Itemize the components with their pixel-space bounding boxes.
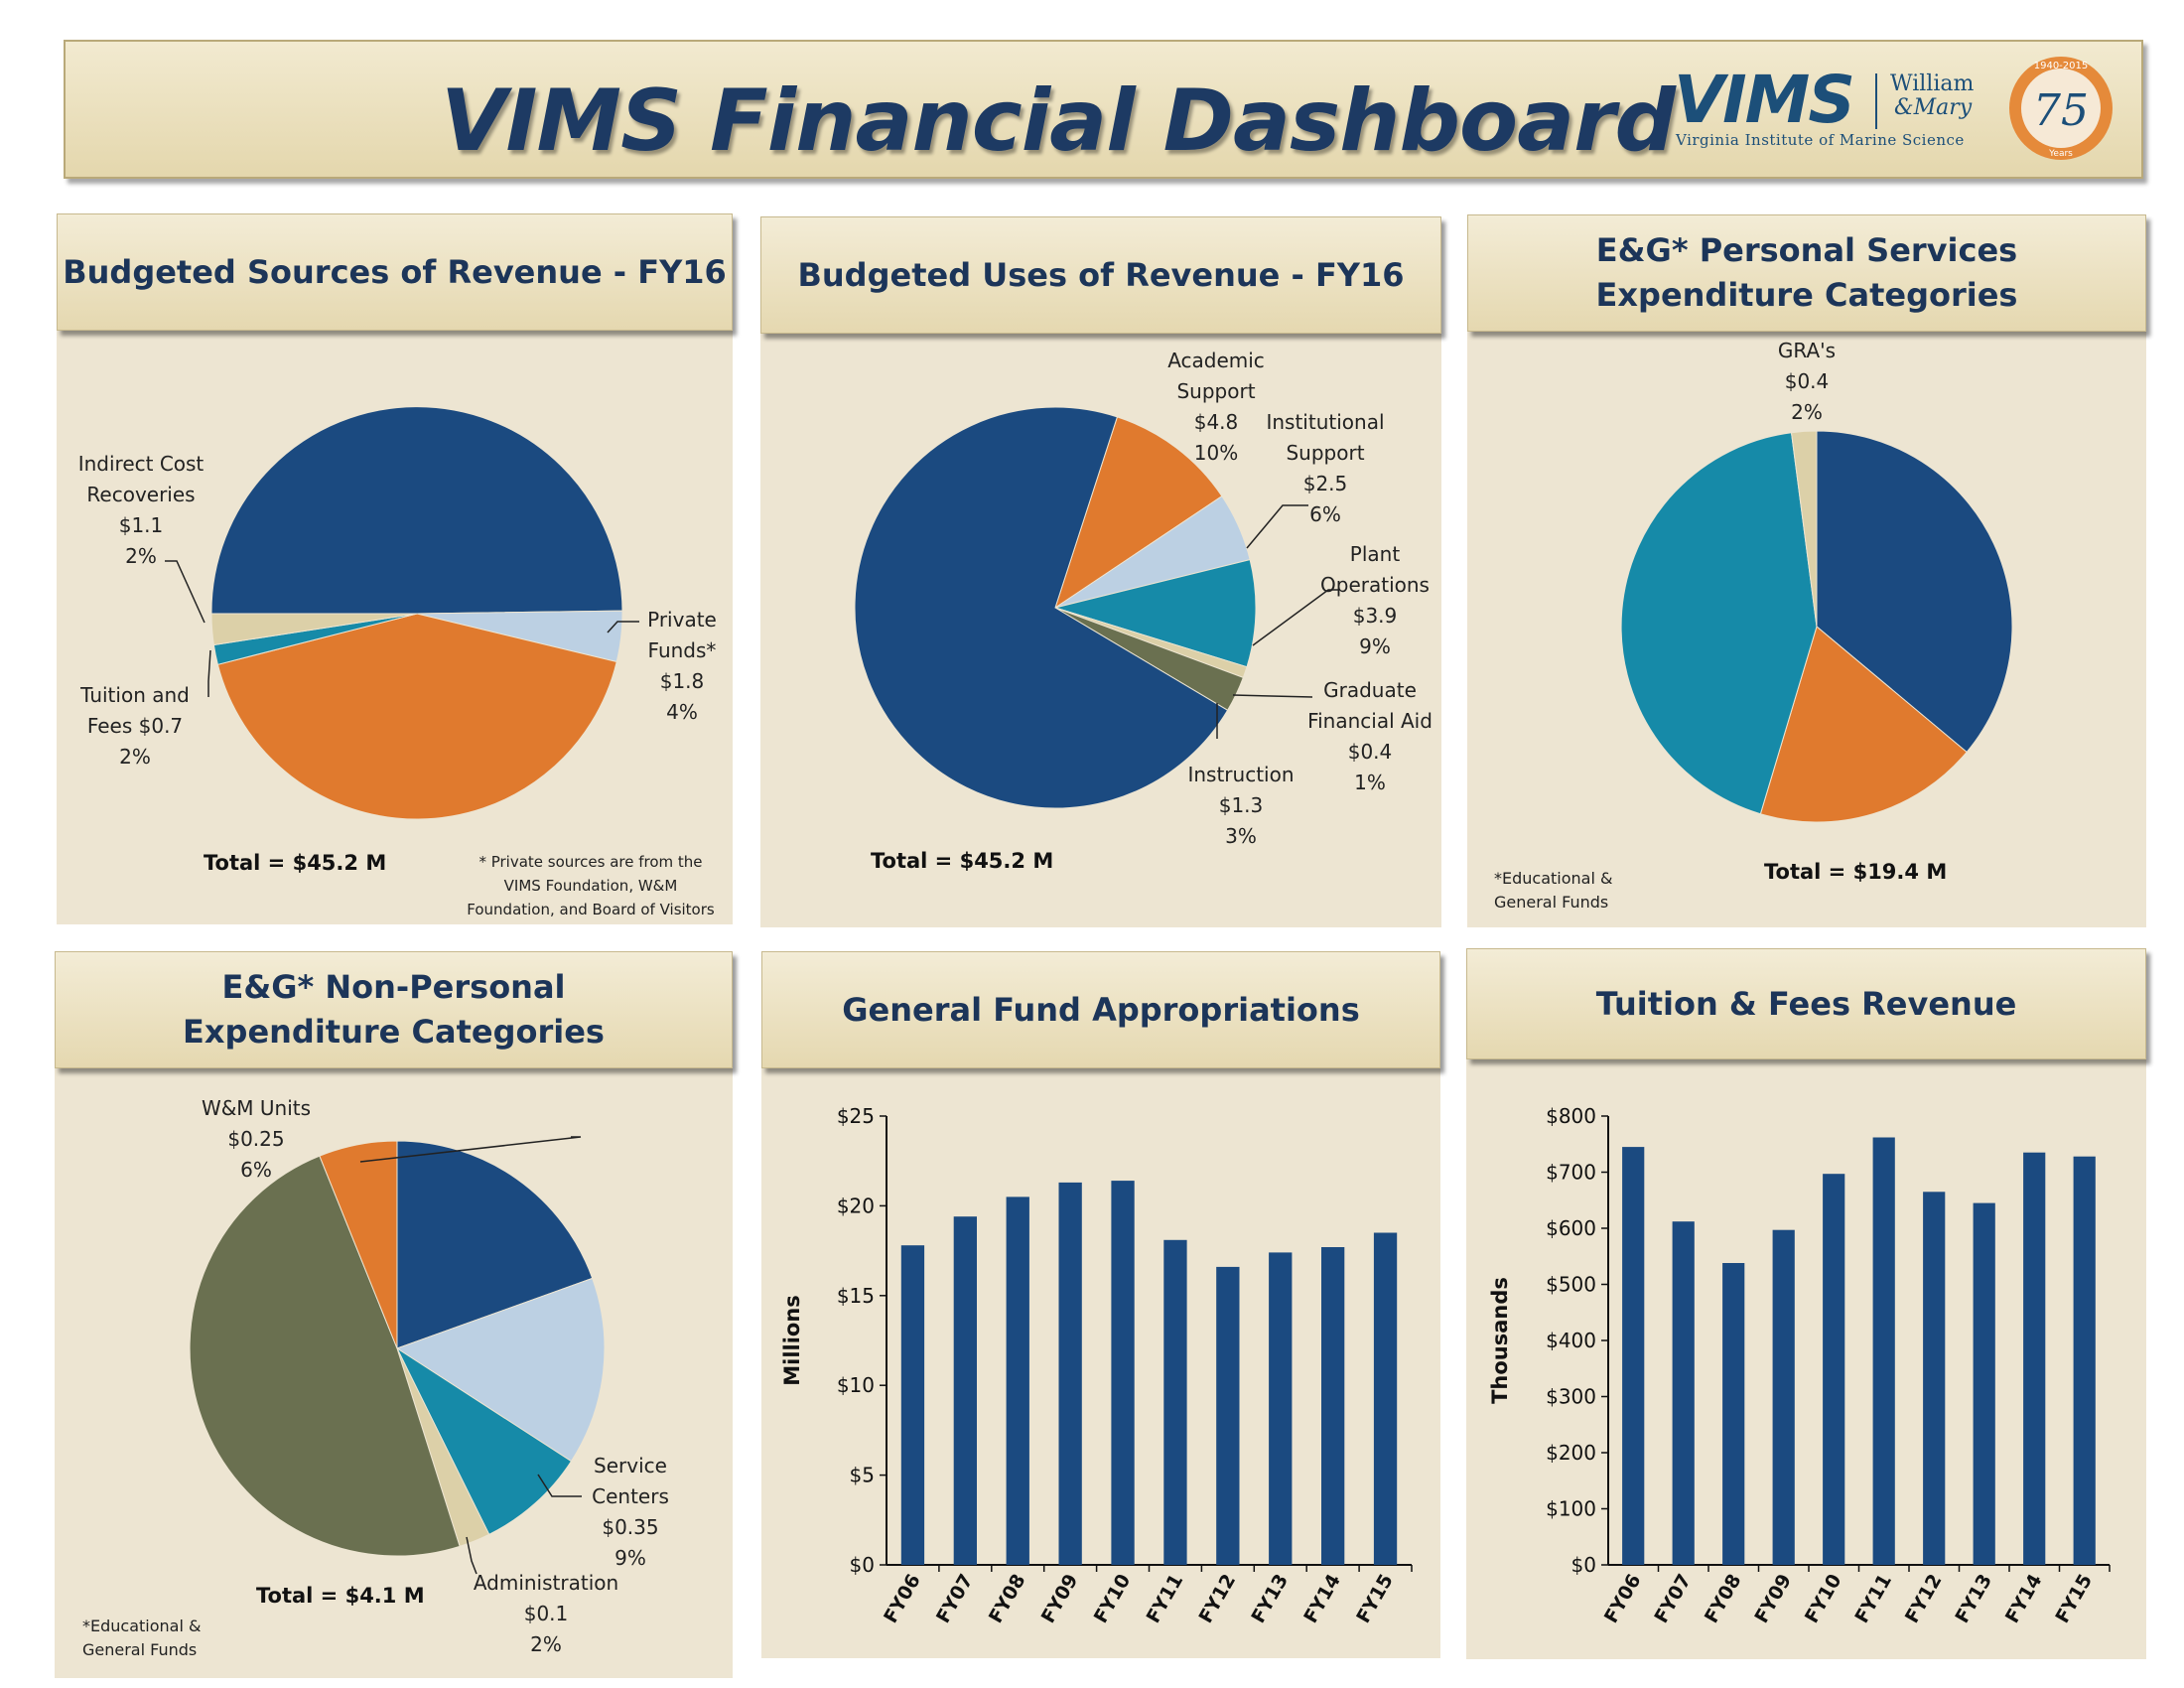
anniversary-seal-icon: 75 1940-2015 Years: [2009, 57, 2113, 160]
pie-label-private-funds: Private Funds* $1.8 4%: [647, 608, 717, 724]
gfa-panel-title: General Fund Appropriations: [761, 951, 1440, 1068]
nonpersonal-total: Total = $4.1 M: [256, 1584, 425, 1608]
pie-label-ppf: PPF $3.6 19%: [1814, 692, 1859, 777]
header-banner: VIMS Financial Dashboard VIMS William &M…: [64, 40, 2143, 179]
sources-total: Total = $45.2 M: [204, 851, 387, 875]
pie-label-administration: Administration $0.1 2%: [473, 1571, 619, 1656]
pie-label-instruction: Instruction $1.3 3%: [1187, 763, 1295, 848]
sources-panel-title: Budgeted Sources of Revenue - FY16: [57, 213, 733, 331]
svg-text:Years: Years: [2048, 149, 2073, 159]
pie-label-plant-operations: Plant Operations $3.9 9%: [1320, 542, 1430, 658]
pie-label-institutional-support: Institutional Support $2.5 6%: [1266, 410, 1385, 526]
pie-label-tr-faculty: T&R Faculty $7.0 36%: [1865, 513, 1937, 630]
pie-label-departments: Departments & Centers $0.8 20%: [404, 1199, 535, 1316]
personal-footnote: *Educational & General Funds: [1494, 869, 1613, 912]
pie-label-wm-units: W&M Units $0.25 6%: [201, 1096, 312, 1182]
pie-label-general-funds: General Funds $19.1 42%: [341, 666, 485, 752]
pie-label-tuition-fees: Tuition and Fees $0.7 2%: [80, 683, 190, 769]
personal-panel-title: E&G* Personal Services Expenditure Catego…: [1467, 214, 2146, 332]
pie-label-indirect-cost: Indirect Cost Recoveries $1.1 2%: [77, 452, 205, 568]
logo-separator: [1875, 73, 1877, 129]
sources-footnote: * Private sources are from the VIMS Found…: [467, 853, 715, 918]
nonpersonal-footnote: *Educational & General Funds: [82, 1617, 202, 1659]
uses-panel-title: Budgeted Uses of Revenue - FY16: [760, 216, 1441, 334]
partner-logo-line1: William: [1890, 71, 1975, 96]
partner-logo-line2: &Mary: [1894, 95, 1973, 120]
page-title: VIMS Financial Dashboard: [441, 71, 1676, 171]
uses-total: Total = $45.2 M: [871, 849, 1054, 873]
pie-label-gras: GRA's $0.4 2%: [1777, 339, 1837, 424]
svg-text:1940-2015: 1940-2015: [2034, 61, 2089, 71]
pie-label-facilities: Facilities Management $2.0 49%: [226, 1334, 357, 1450]
logo-subtitle: Virginia Institute of Marine Science: [1676, 131, 1965, 149]
pie-label-support-services: Support Services $0.6 15%: [498, 1311, 584, 1427]
tuition-panel-title: Tuition & Fees Revenue: [1466, 948, 2146, 1059]
pie-label-service-centers: Service Centers $0.35 9%: [592, 1454, 669, 1570]
pie-label-graduate-aid: Graduate Financial Aid $0.4 1%: [1307, 678, 1433, 794]
pie-label-research: Research and Advisory Services $32.3 71%: [905, 537, 1040, 684]
pie-label-sponsored-programs: Sponsored Programs $22.5 50%: [350, 456, 456, 572]
vims-logo-wordmark: VIMS: [1674, 62, 1855, 138]
nonpersonal-panel-title: E&G* Non-Personal Expenditure Categories: [55, 951, 733, 1068]
personal-total: Total = $19.4 M: [1764, 860, 1948, 884]
svg-text:75: 75: [2033, 85, 2089, 136]
pie-label-staff: Staff $8.4 43%: [1684, 592, 1731, 677]
